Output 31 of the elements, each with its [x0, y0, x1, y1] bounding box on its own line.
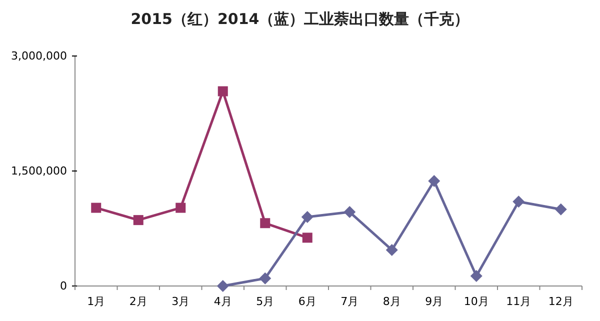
point: [91, 202, 102, 213]
y-tick-label: 3,000,000: [11, 50, 67, 62]
x-tick-label: 3月: [172, 295, 190, 308]
point: [260, 218, 270, 228]
y-tick-label: 0: [60, 280, 67, 292]
point: [133, 215, 144, 226]
point: [259, 272, 272, 284]
point: [554, 203, 567, 216]
point: [512, 196, 525, 208]
x-tick-label: 10月: [464, 295, 489, 308]
x-tick-label: 6月: [298, 295, 316, 308]
point: [301, 211, 314, 223]
x-tick-label: 2月: [129, 295, 148, 308]
point: [470, 270, 482, 282]
point: [386, 244, 398, 256]
chart-title: 2015（红）2014（蓝）工业萘出口数量（千克）: [130, 10, 470, 28]
x-tick-label: 5月: [256, 295, 274, 308]
point: [302, 232, 312, 243]
x-tick-label: 12月: [548, 295, 574, 308]
point: [176, 202, 186, 213]
x-tick-label: 11月: [506, 295, 532, 308]
point: [344, 206, 356, 218]
x-tick-label: 1月: [87, 295, 106, 308]
y-tick-label: 1,500,000: [11, 164, 67, 178]
point: [218, 86, 228, 96]
x-tick-label: 7月: [340, 295, 359, 308]
point: [428, 174, 440, 187]
x-tick-label: 9月: [425, 295, 444, 308]
point: [216, 280, 229, 292]
x-tick-label: 4月: [214, 295, 232, 308]
x-tick-label: 8月: [382, 295, 401, 308]
